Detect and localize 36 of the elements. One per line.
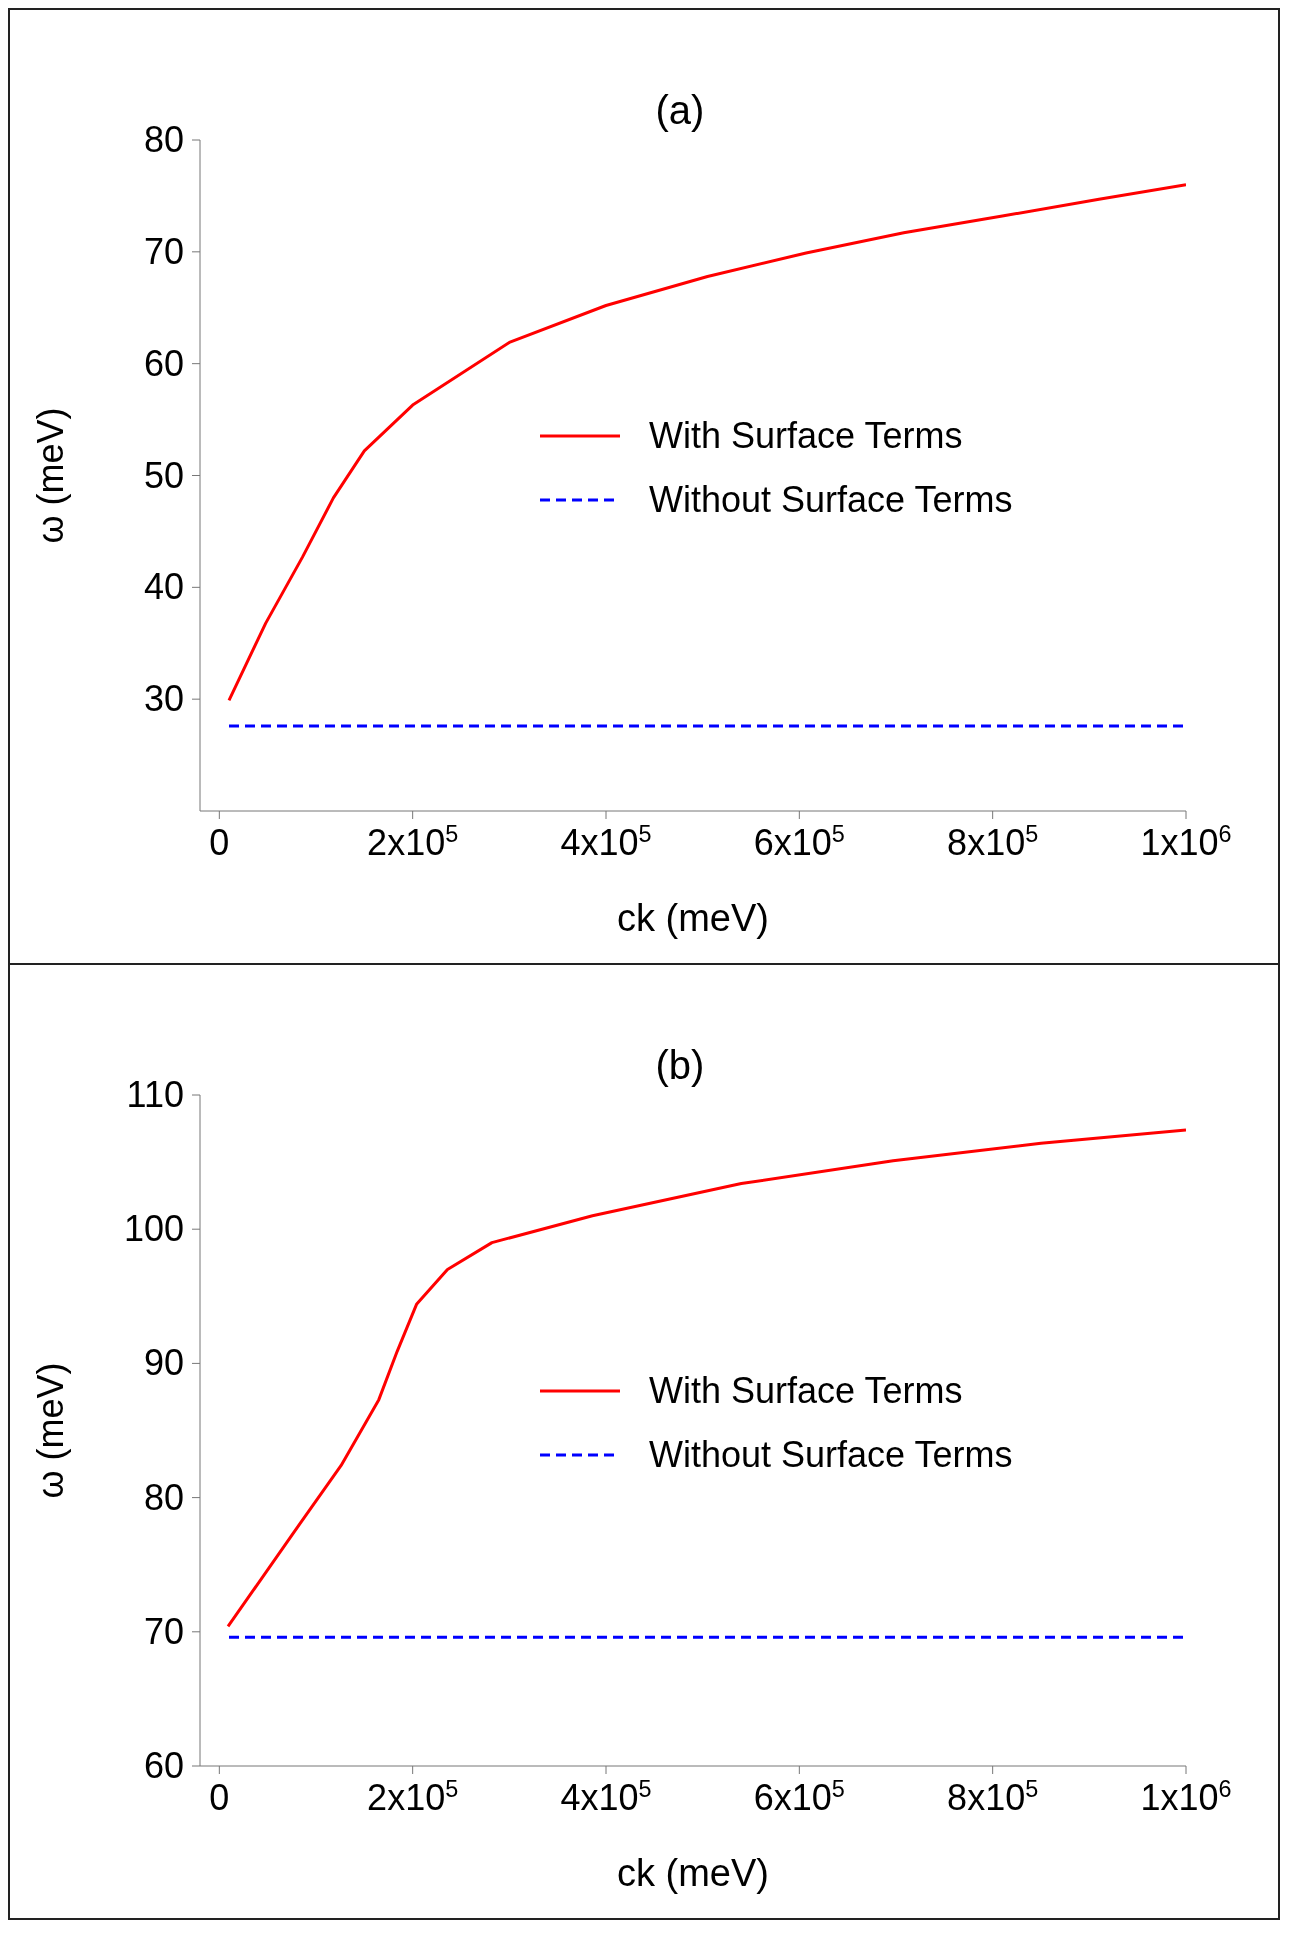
- legend-label: Without Surface Terms: [649, 479, 1013, 521]
- y-tick-label: 70: [143, 1610, 184, 1652]
- y-tick-label: 60: [143, 342, 184, 384]
- x-axis-title: ck (meV): [617, 1852, 769, 1894]
- y-tick-label: 70: [143, 230, 184, 272]
- y-tick-label: 30: [143, 678, 184, 720]
- x-tick-label: 2x10$^{5}$: [367, 1776, 459, 1818]
- y-tick-label: 50: [143, 454, 184, 496]
- x-tick-label: 0: [209, 1777, 230, 1818]
- y-axis-title: ω (meV): [29, 407, 71, 544]
- x-tick-label: 1x10$^{6}$: [1140, 821, 1232, 863]
- y-tick-label: 90: [143, 1342, 184, 1384]
- legend-label: Without Surface Terms: [649, 1434, 1013, 1476]
- x-tick-label: 0: [209, 822, 230, 863]
- y-tick-label: 100: [123, 1208, 184, 1250]
- x-tick-label: 6x10$^{5}$: [753, 1776, 845, 1818]
- y-tick-label: 110: [126, 1074, 184, 1115]
- x-tick-label: 8x10$^{5}$: [947, 821, 1039, 863]
- x-tick-label: 6x10$^{5}$: [753, 821, 845, 863]
- line-series: [226, 1128, 1186, 1628]
- x-tick-label: 4x10$^{5}$: [560, 1776, 652, 1818]
- y-axis-title: ω (meV): [29, 1362, 71, 1499]
- x-tick-label: 4x10$^{5}$: [560, 821, 652, 863]
- x-tick-label: 1x10$^{6}$: [1140, 1776, 1232, 1818]
- y-tick-label: 40: [143, 566, 184, 608]
- legend-label: With Surface Terms: [649, 1370, 963, 1412]
- chart-title: (a): [655, 88, 705, 132]
- y-tick-label: 80: [143, 119, 184, 160]
- y-tick-label: 80: [143, 1476, 184, 1518]
- x-axis-title: ck (meV): [617, 897, 769, 939]
- line-series: [227, 183, 1186, 702]
- x-tick-label: 2x10$^{5}$: [367, 821, 459, 863]
- legend-label: With Surface Terms: [649, 415, 963, 457]
- x-tick-label: 8x10$^{5}$: [947, 1776, 1039, 1818]
- chart-title: (b): [655, 1043, 705, 1087]
- y-tick-label: 60: [143, 1745, 184, 1786]
